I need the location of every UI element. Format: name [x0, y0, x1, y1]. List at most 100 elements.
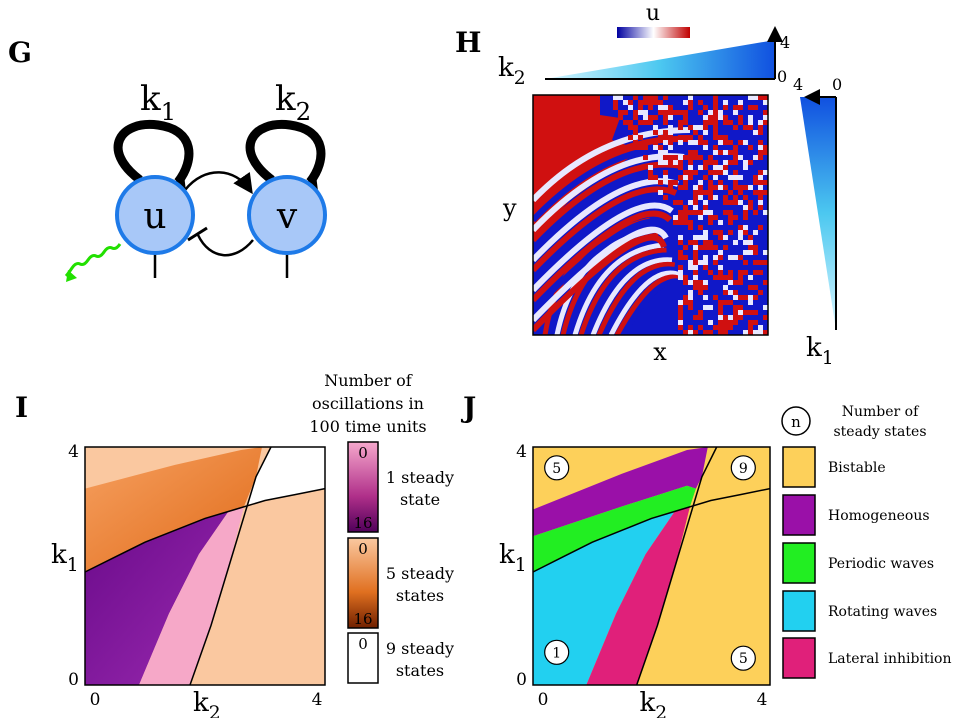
noise-cell [698, 260, 703, 265]
noise-cell [698, 290, 703, 295]
noise-cell [638, 105, 643, 110]
noise-cell [668, 140, 673, 145]
noise-cell [723, 170, 728, 175]
noise-cell [638, 145, 643, 150]
noise-cell [708, 245, 713, 250]
noise-cell [718, 140, 723, 145]
noise-cell [708, 180, 713, 185]
noise-cell [633, 115, 638, 120]
noise-cell [758, 200, 763, 205]
noise-cell [753, 230, 758, 235]
noise-cell [693, 235, 698, 240]
noise-cell [753, 245, 758, 250]
noise-cell [723, 160, 728, 165]
noise-cell [688, 140, 693, 145]
noise-cell [728, 210, 733, 215]
k2-axis-label: k2 [498, 53, 526, 89]
noise-cell [623, 120, 628, 125]
noise-cell [718, 300, 723, 305]
noise-cell [668, 135, 673, 140]
noise-cell [648, 165, 653, 170]
noise-cell [713, 160, 718, 165]
x-tick-label: 0 [538, 690, 549, 710]
noise-cell [713, 130, 718, 135]
noise-cell [753, 320, 758, 325]
noise-cell [708, 160, 713, 165]
noise-cell [738, 100, 743, 105]
noise-cell [678, 160, 683, 165]
subscript: 2 [655, 703, 667, 718]
node-label: u [143, 196, 166, 237]
noise-cell [708, 210, 713, 215]
noise-cell [663, 155, 668, 160]
noise-cell [658, 155, 663, 160]
noise-cell [688, 175, 693, 180]
noise-cell [723, 235, 728, 240]
noise-cell [733, 200, 738, 205]
x-tick-label: 0 [90, 690, 101, 710]
noise-cell [678, 210, 683, 215]
noise-cell [738, 190, 743, 195]
noise-cell [733, 215, 738, 220]
noise-cell [688, 155, 693, 160]
noise-cell [638, 120, 643, 125]
noise-cell [703, 175, 708, 180]
swatch [783, 495, 815, 535]
noise-cell [683, 155, 688, 160]
noise-cell [708, 215, 713, 220]
noise-cell [613, 105, 618, 110]
noise-cell [738, 310, 743, 315]
noise-cell [693, 205, 698, 210]
noise-cell [698, 195, 703, 200]
noise-cell [688, 125, 693, 130]
noise-cell [743, 140, 748, 145]
noise-cell [733, 125, 738, 130]
noise-cell [613, 100, 618, 105]
noise-cell [743, 125, 748, 130]
noise-cell [743, 240, 748, 245]
noise-cell [673, 215, 678, 220]
noise-cell [733, 240, 738, 245]
noise-cell [678, 265, 683, 270]
noise-cell [663, 160, 668, 165]
noise-cell [748, 160, 753, 165]
noise-cell [718, 310, 723, 315]
noise-cell [708, 110, 713, 115]
noise-cell [738, 200, 743, 205]
noise-cell [718, 165, 723, 170]
noise-cell [733, 185, 738, 190]
noise-cell [623, 100, 628, 105]
noise-cell [663, 110, 668, 115]
y-axis-label: k1 [51, 540, 79, 576]
noise-cell [668, 145, 673, 150]
noise-cell [728, 325, 733, 330]
noise-cell [743, 165, 748, 170]
noise-cell [758, 270, 763, 275]
noise-cell [753, 270, 758, 275]
noise-cell [688, 165, 693, 170]
noise-cell [628, 105, 633, 110]
k2-label: k2 [275, 79, 311, 126]
noise-cell [693, 185, 698, 190]
noise-cell [713, 120, 718, 125]
noise-cell [643, 140, 648, 145]
x-tick-label: 4 [312, 690, 323, 710]
noise-cell [748, 245, 753, 250]
noise-cell [703, 105, 708, 110]
noise-cell [643, 120, 648, 125]
noise-cell [688, 160, 693, 165]
noise-cell [663, 105, 668, 110]
noise-cell [753, 260, 758, 265]
swatch [783, 591, 815, 631]
noise-cell [708, 120, 713, 125]
noise-cell [743, 205, 748, 210]
noise-cell [663, 195, 668, 200]
legend-title: Number of [324, 371, 413, 390]
noise-cell [678, 325, 683, 330]
noise-cell [693, 125, 698, 130]
noise-cell [738, 105, 743, 110]
noise-cell [703, 230, 708, 235]
noise-cell [743, 225, 748, 230]
noise-cell [708, 185, 713, 190]
legend-label: Lateral inhibition [828, 651, 952, 667]
